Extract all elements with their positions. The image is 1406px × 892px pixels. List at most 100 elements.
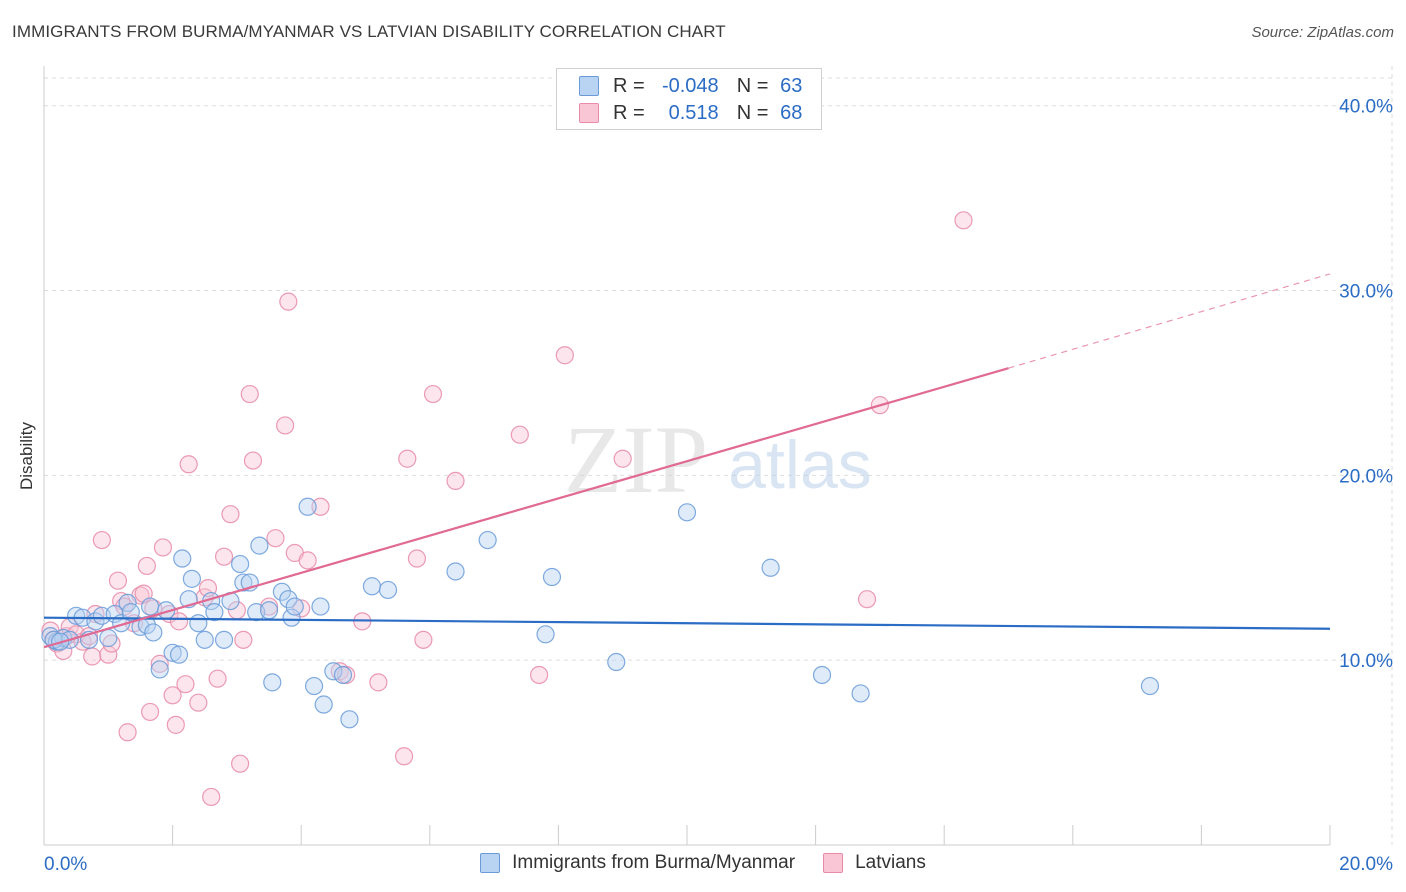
point-burma (195, 630, 214, 649)
axes (43, 66, 1331, 846)
point-latvians (153, 538, 173, 557)
point-burma (542, 567, 562, 587)
point-burma (234, 573, 253, 592)
legend-r-label: R = (613, 101, 645, 124)
legend-label-latvians: Latvians (855, 852, 926, 873)
chart-source: Source: ZipAtlas.com (1251, 24, 1394, 41)
point-latvians (176, 675, 195, 694)
point-burma (812, 665, 832, 685)
point-burma (189, 614, 208, 633)
legend-row-latvians: R = 0.518 N = 68 (579, 100, 802, 126)
point-latvians (166, 715, 185, 734)
point-latvians (118, 723, 137, 742)
point-latvians (92, 530, 111, 550)
point-burma (272, 582, 292, 601)
point-latvians (423, 384, 443, 404)
point-latvians (530, 665, 549, 685)
correlation-legend: R = -0.048 N = 63 R = 0.518 N = 68 (556, 68, 822, 130)
point-burma (140, 597, 160, 616)
point-burma (99, 628, 118, 648)
point-latvians (189, 693, 208, 712)
legend-item-latvians[interactable]: Latvians (823, 852, 926, 874)
legend-r-value: -0.048 (661, 74, 719, 97)
point-latvians (137, 556, 156, 576)
legend-r-value: 0.518 (668, 101, 719, 124)
x-tick-label-start: 0.0% (44, 854, 87, 875)
series-legend: Immigrants from Burma/Myanmar Latvians (0, 852, 1406, 874)
point-latvians (398, 449, 417, 468)
point-latvians (150, 654, 169, 673)
trend-line-latvians-extension (1008, 273, 1331, 369)
point-burma (324, 662, 343, 681)
watermark: ZIP atlas (564, 406, 872, 513)
series-latvians (41, 211, 973, 807)
tick-labels: 10.0% 20.0% 30.0% 40.0% 0.0% 20.0% (44, 97, 1393, 875)
legend-label-burma: Immigrants from Burma/Myanmar (512, 852, 796, 873)
point-latvians (169, 612, 189, 631)
point-burma (362, 577, 382, 596)
legend-item-burma[interactable]: Immigrants from Burma/Myanmar (480, 852, 795, 874)
point-burma (163, 643, 182, 662)
watermark-zip: ZIP (564, 406, 708, 513)
point-latvians (857, 590, 877, 609)
point-latvians (102, 634, 121, 653)
point-latvians (231, 754, 250, 773)
point-latvians (108, 571, 128, 590)
point-latvians (954, 211, 973, 230)
point-latvians (292, 599, 311, 618)
point-latvians (298, 551, 317, 570)
point-burma (314, 695, 333, 714)
trend-line-latvians (43, 367, 1009, 649)
point-burma (214, 630, 234, 649)
point-burma (169, 645, 189, 664)
point-burma (250, 536, 269, 555)
point-latvians (243, 451, 263, 470)
x-tick-label-end: 20.0% (1339, 854, 1393, 875)
point-latvians (394, 747, 414, 766)
y-tick-label: 20.0% (1339, 466, 1393, 487)
point-latvians (234, 630, 253, 649)
point-latvians (369, 673, 388, 692)
point-latvians (276, 416, 295, 435)
point-burma (259, 601, 279, 620)
y-axis-label: Disability (17, 421, 36, 491)
point-latvians (446, 471, 465, 491)
point-latvians (407, 549, 427, 568)
point-latvians (311, 497, 330, 516)
legend-n-label: N = (736, 74, 769, 97)
point-burma (333, 665, 353, 685)
point-burma (144, 623, 163, 642)
y-tick-label: 30.0% (1339, 282, 1393, 303)
point-burma (761, 558, 780, 577)
point-burma (378, 580, 398, 600)
chart-title: IMMIGRANTS FROM BURMA/MYANMAR VS LATVIAN… (12, 22, 726, 41)
point-burma (298, 497, 317, 516)
point-latvians (613, 449, 632, 468)
point-latvians (555, 346, 574, 365)
point-latvians (208, 669, 227, 688)
point-latvians (414, 630, 433, 649)
point-latvians (163, 686, 182, 705)
point-latvians (179, 455, 198, 474)
point-burma (446, 562, 465, 581)
point-burma (536, 625, 555, 644)
point-burma (311, 597, 330, 616)
point-latvians (279, 292, 298, 311)
point-burma (279, 590, 298, 609)
point-burma (282, 608, 301, 627)
point-latvians (202, 787, 221, 807)
legend-swatch-blue (579, 76, 599, 96)
point-burma (304, 676, 324, 696)
point-latvians (83, 647, 102, 666)
point-burma (677, 503, 697, 522)
point-burma (173, 549, 192, 568)
y-tick-label: 40.0% (1339, 97, 1393, 118)
point-latvians (510, 425, 529, 444)
watermark-atlas: atlas (728, 427, 872, 503)
legend-r-label: R = (613, 74, 645, 97)
legend-n-label: N = (736, 101, 769, 124)
point-burma (67, 606, 86, 625)
trend-line-burma (43, 616, 1331, 630)
point-burma (851, 684, 870, 703)
